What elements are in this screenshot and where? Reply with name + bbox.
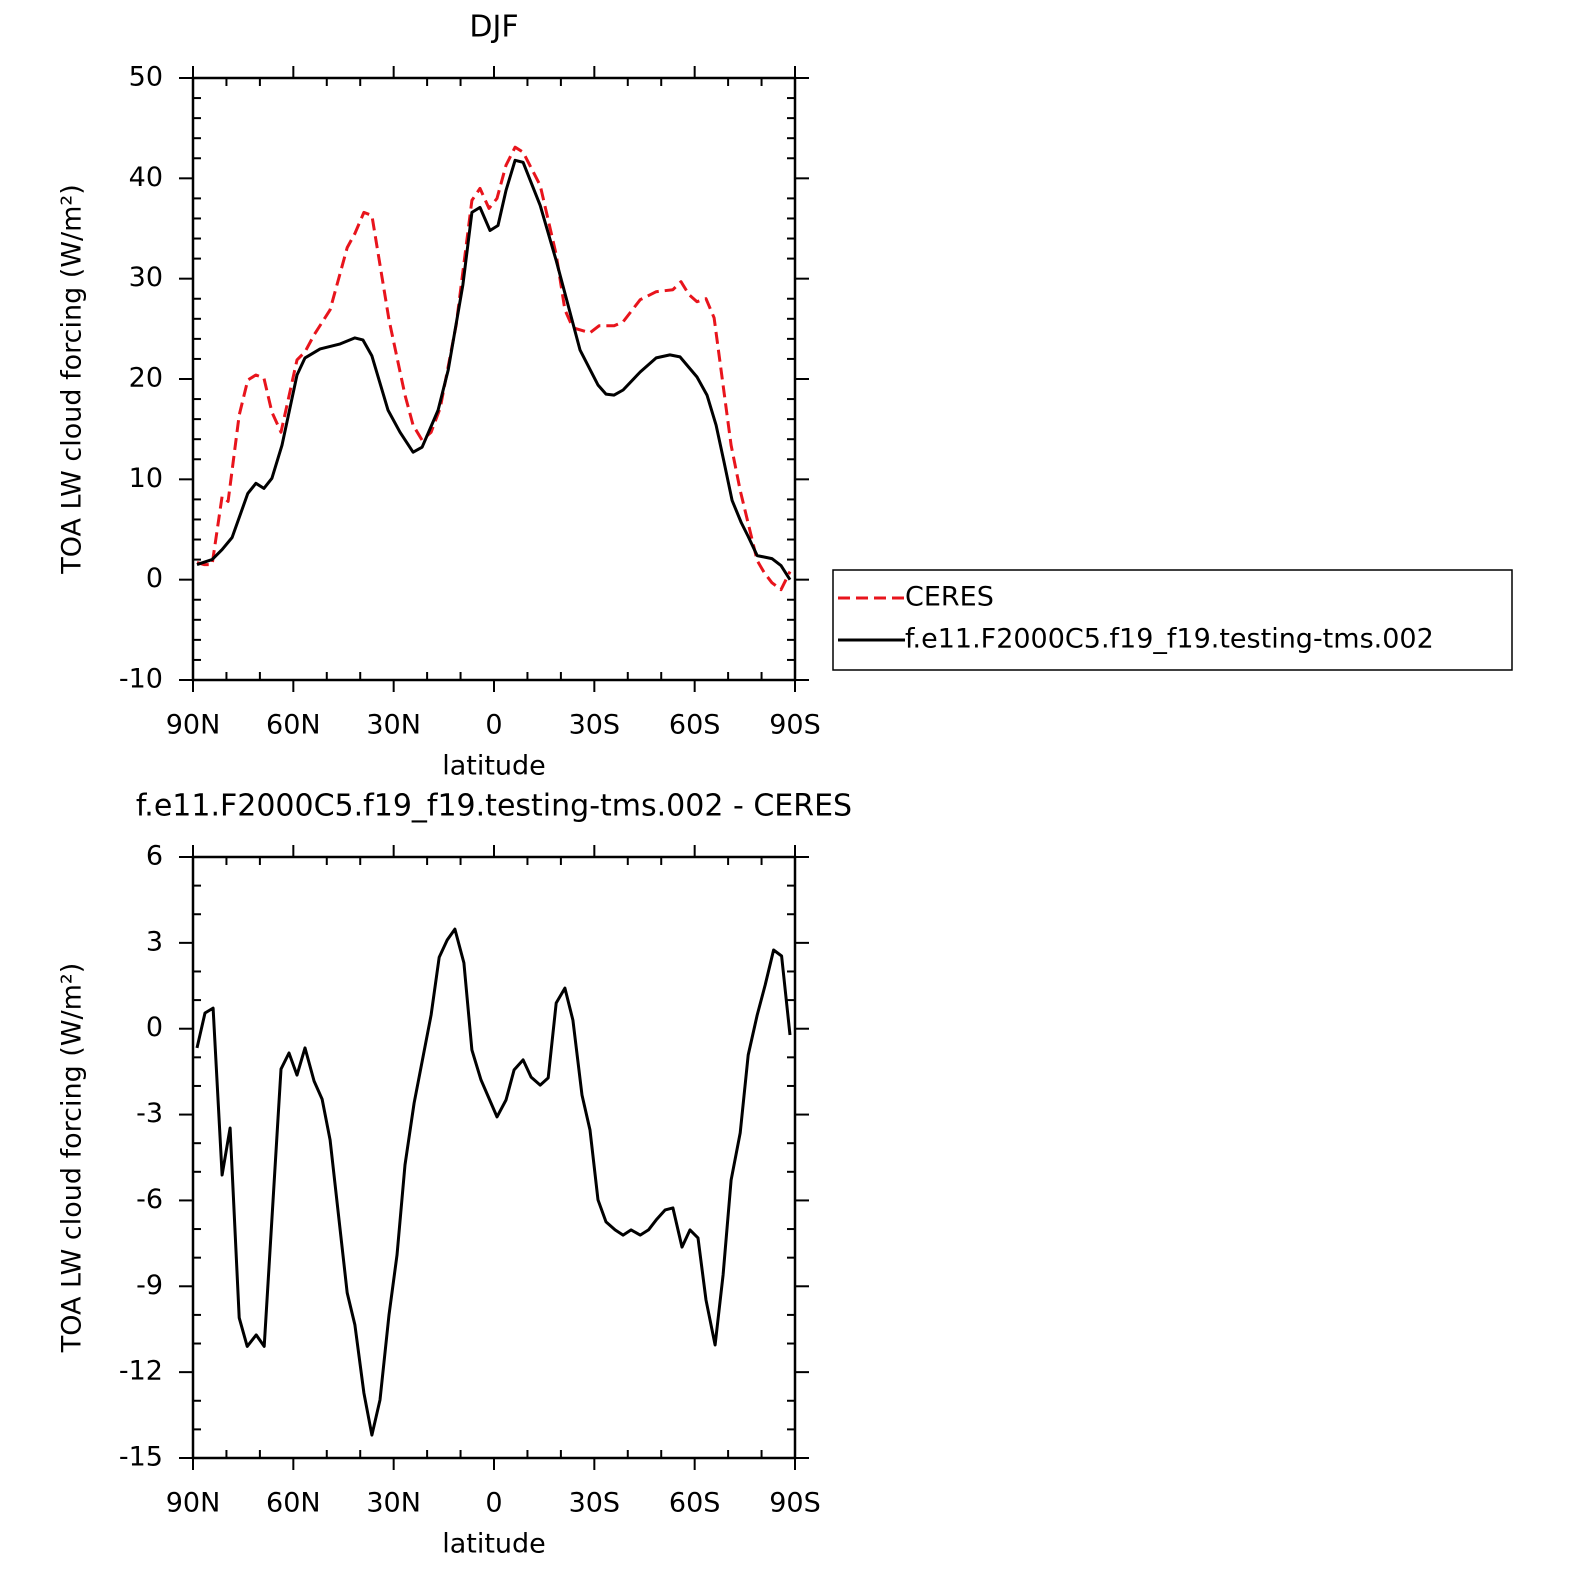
x-tick-label: 30N	[366, 1488, 421, 1519]
legend-label: f.e11.F2000C5.f19_f19.testing-tms.002	[905, 624, 1434, 655]
x-axis-label: latitude	[442, 1529, 546, 1560]
y-tick-label: 30	[129, 262, 163, 293]
x-tick-label: 90N	[166, 710, 221, 741]
y-tick-label: -12	[119, 1356, 163, 1387]
x-tick-label: 90N	[166, 1488, 221, 1519]
y-tick-label: 10	[129, 463, 163, 494]
y-tick-label: -6	[136, 1184, 163, 1215]
x-tick-label: 0	[485, 710, 502, 741]
x-axis-label: latitude	[442, 751, 546, 782]
y-axis-label: TOA LW cloud forcing (W/m²)	[57, 963, 88, 1354]
y-tick-label: -9	[136, 1270, 163, 1301]
y-tick-label: -15	[119, 1442, 163, 1473]
y-tick-label: 0	[146, 1012, 163, 1043]
data-line	[195, 927, 792, 1437]
data-line	[196, 145, 792, 592]
y-tick-label: 6	[146, 841, 163, 872]
y-tick-label: -3	[136, 1098, 163, 1129]
x-tick-label: 30N	[366, 710, 421, 741]
x-tick-label: 30S	[569, 710, 621, 741]
y-tick-label: 3	[146, 926, 163, 957]
plot-frame	[191, 855, 797, 1460]
x-tick-label: 60N	[266, 710, 321, 741]
x-tick-label: 90S	[769, 1488, 821, 1519]
legend-box	[832, 569, 1513, 671]
x-tick-label: 60S	[669, 1488, 721, 1519]
x-tick-label: 30S	[569, 1488, 621, 1519]
chart-title: DJF	[469, 10, 518, 45]
legend-label: CERES	[905, 582, 994, 613]
x-tick-label: 60S	[669, 710, 721, 741]
plot-frame	[191, 76, 797, 682]
y-tick-label: -10	[119, 664, 163, 695]
y-tick-label: 40	[129, 162, 163, 193]
chart-title: f.e11.F2000C5.f19_f19.testing-tms.002 - …	[136, 789, 852, 824]
x-tick-label: 0	[485, 1488, 502, 1519]
y-tick-label: 20	[129, 363, 163, 394]
data-line	[196, 158, 792, 581]
y-axis-label: TOA LW cloud forcing (W/m²)	[57, 184, 88, 575]
x-tick-label: 60N	[266, 1488, 321, 1519]
x-tick-label: 90S	[769, 710, 821, 741]
y-tick-label: 50	[129, 62, 163, 93]
y-tick-label: 0	[146, 563, 163, 594]
